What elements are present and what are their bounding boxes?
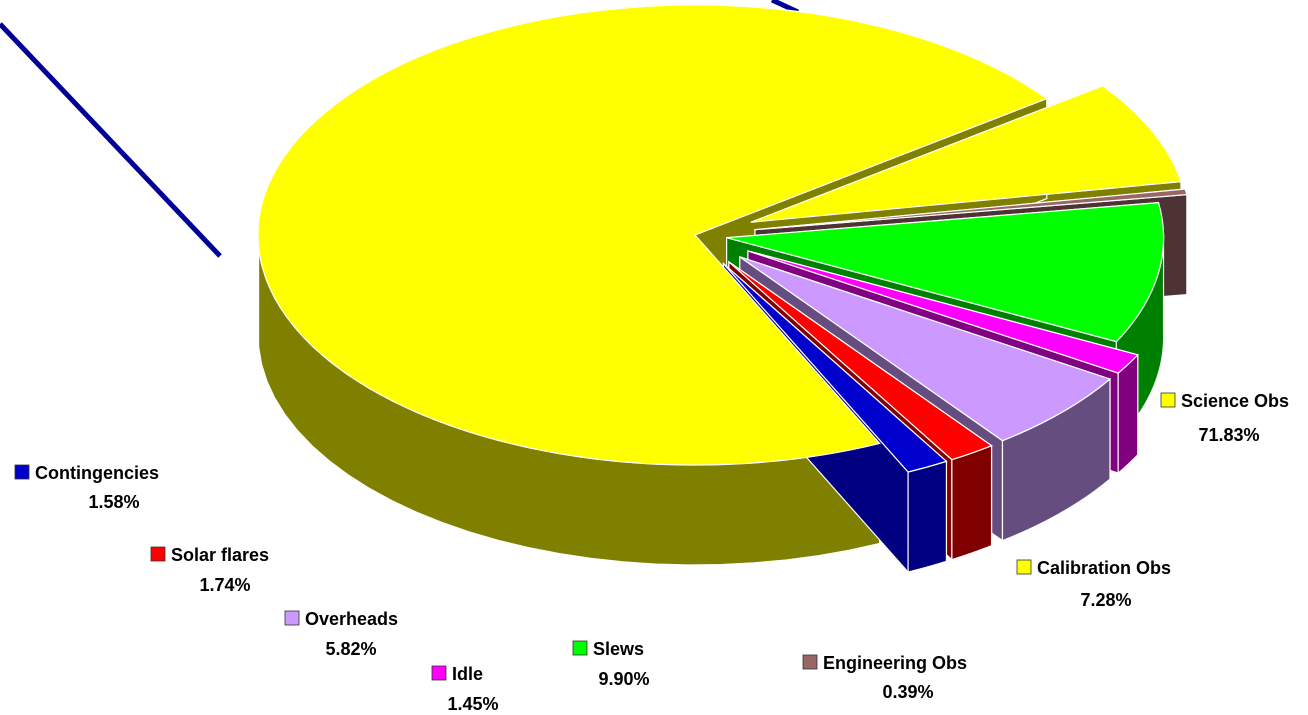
slice-label-engineering-obs: Engineering Obs 0.39% (802, 653, 967, 702)
slice-percent: 71.83% (1198, 425, 1259, 445)
slice-name: Contingencies (35, 463, 159, 483)
slice-label-overheads: Overheads 5.82% (284, 609, 398, 659)
slice-solar-flares (728, 261, 993, 461)
pointer-line (0, 22, 222, 258)
slice-overheads (739, 256, 1112, 442)
legend-marker (431, 665, 447, 681)
slice-label-idle: Idle 1.45% (431, 664, 499, 714)
slice-percent: 7.28% (1080, 590, 1131, 610)
slice-percent: 0.39% (882, 682, 933, 702)
legend-marker (1016, 559, 1032, 575)
legend-marker (572, 640, 588, 656)
slice-idle (747, 250, 1139, 374)
slice-percent: 9.90% (598, 669, 649, 689)
slice-percent: 5.82% (325, 639, 376, 659)
slice-labels: Science Obs 71.83% Calibration Obs 7.28% Eng… (14, 391, 1289, 714)
slice-name: Engineering Obs (823, 653, 967, 673)
legend-marker (802, 654, 818, 670)
slice-label-slews: Slews 9.90% (572, 639, 650, 689)
slice-label-solar-flares: Solar flares 1.74% (150, 545, 269, 595)
slice-outer-wall (951, 444, 993, 561)
legend-marker (150, 546, 166, 562)
legend-marker (284, 610, 300, 626)
legend-marker (14, 464, 30, 480)
legend-marker (1160, 392, 1176, 408)
slice-name: Science Obs (1181, 391, 1289, 411)
slice-science-obs (257, 4, 1049, 466)
slice-percent: 1.74% (199, 575, 250, 595)
slice-percent: 1.45% (447, 694, 498, 714)
slice-percent: 1.58% (88, 492, 139, 512)
slice-name: Calibration Obs (1037, 558, 1171, 578)
slice-label-science-obs: Science Obs 71.83% (1160, 391, 1289, 445)
slice-label-calibration-obs: Calibration Obs 7.28% (1016, 558, 1171, 610)
slice-slews (726, 201, 1165, 343)
slice-engineering-obs (754, 188, 1188, 231)
slice-name: Solar flares (171, 545, 269, 565)
slice-contingencies (722, 263, 948, 473)
slice-name: Slews (593, 639, 644, 659)
slice-name: Overheads (305, 609, 398, 629)
slice-outer-wall (907, 460, 948, 573)
pie-tops (257, 4, 1188, 473)
slice-label-contingencies: Contingencies 1.58% (14, 463, 159, 512)
slice-outer-wall (1117, 353, 1139, 475)
slice-name: Idle (452, 664, 483, 684)
pointer-line-top (770, 0, 800, 15)
slice-calibration-obs (750, 85, 1182, 223)
